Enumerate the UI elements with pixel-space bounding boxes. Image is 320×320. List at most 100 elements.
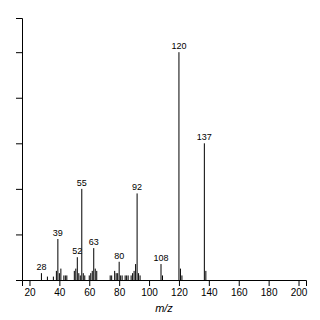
peak bbox=[180, 269, 181, 280]
x-tick: 120 bbox=[171, 280, 188, 298]
x-tick: 160 bbox=[231, 280, 248, 298]
peak-label: 108 bbox=[153, 253, 168, 263]
peak bbox=[96, 271, 97, 280]
x-tick-label: 200 bbox=[291, 287, 308, 298]
y-axis bbox=[16, 19, 23, 281]
peak bbox=[41, 273, 42, 280]
peak bbox=[78, 273, 79, 280]
x-tick-mark bbox=[209, 280, 210, 286]
peak bbox=[128, 275, 129, 280]
x-tick-label: 60 bbox=[84, 287, 96, 298]
peak bbox=[111, 275, 112, 280]
peak-label: 39 bbox=[53, 228, 63, 238]
peak bbox=[161, 264, 162, 280]
peak bbox=[66, 275, 67, 280]
peak bbox=[117, 273, 118, 280]
peak bbox=[65, 275, 66, 280]
chart-container: 2040608010012014016018020028395255638092… bbox=[0, 0, 320, 320]
peak bbox=[56, 271, 57, 280]
peak bbox=[75, 269, 76, 280]
x-tick-mark bbox=[89, 280, 90, 286]
x-tick: 60 bbox=[84, 280, 96, 298]
x-tick: 40 bbox=[54, 280, 66, 298]
x-tick-mark bbox=[149, 280, 150, 286]
peak bbox=[81, 189, 82, 280]
peak bbox=[95, 269, 96, 280]
x-tick-mark bbox=[179, 280, 180, 286]
peak-label: 80 bbox=[114, 251, 124, 261]
peak bbox=[132, 273, 133, 280]
x-tick-label: 140 bbox=[201, 287, 218, 298]
x-tick-mark bbox=[269, 280, 270, 286]
peak bbox=[92, 271, 93, 280]
peak bbox=[162, 275, 163, 280]
peak-label: 55 bbox=[77, 178, 87, 188]
peak bbox=[181, 275, 182, 280]
peak bbox=[126, 275, 127, 280]
peak-label: 137 bbox=[197, 132, 212, 142]
peak-label: 120 bbox=[171, 41, 186, 51]
peak bbox=[60, 269, 61, 280]
x-tick: 180 bbox=[261, 280, 278, 298]
x-tick-mark bbox=[299, 280, 300, 286]
peak bbox=[59, 273, 60, 280]
peak bbox=[114, 271, 115, 280]
y-tick bbox=[16, 52, 22, 53]
peak bbox=[205, 271, 206, 280]
peak bbox=[74, 271, 75, 280]
peak bbox=[120, 275, 121, 280]
peak bbox=[84, 275, 85, 280]
x-tick-label: 40 bbox=[54, 287, 66, 298]
y-tick bbox=[16, 143, 22, 144]
x-tick: 100 bbox=[141, 280, 158, 298]
peak bbox=[110, 275, 111, 280]
x-tick-label: 80 bbox=[114, 287, 126, 298]
y-tick-mark bbox=[16, 143, 22, 144]
x-tick-label: 120 bbox=[171, 287, 188, 298]
y-tick bbox=[16, 280, 22, 281]
peak bbox=[89, 275, 90, 280]
y-tick bbox=[16, 234, 22, 235]
peak bbox=[63, 275, 64, 280]
peak bbox=[178, 52, 179, 280]
y-tick-mark bbox=[16, 280, 22, 281]
peak bbox=[138, 273, 139, 280]
x-tick-mark bbox=[119, 280, 120, 286]
y-tick bbox=[16, 189, 22, 190]
x-tick: 200 bbox=[291, 280, 308, 298]
y-tick-mark bbox=[16, 52, 22, 53]
peak bbox=[83, 273, 84, 280]
peak bbox=[53, 277, 54, 280]
peak bbox=[131, 275, 132, 280]
peaks bbox=[41, 52, 205, 280]
peak bbox=[125, 275, 126, 280]
peak bbox=[140, 275, 141, 280]
x-axis-line bbox=[23, 281, 307, 287]
peak bbox=[119, 262, 120, 280]
peak-label: 28 bbox=[36, 262, 46, 272]
x-tick-label: 100 bbox=[141, 287, 158, 298]
plot: 2040608010012014016018020028395255638092… bbox=[16, 19, 308, 299]
peak-label: 92 bbox=[132, 182, 142, 192]
y-tick-mark bbox=[16, 98, 22, 99]
x-tick-mark bbox=[59, 280, 60, 286]
peak bbox=[116, 273, 117, 280]
peak bbox=[122, 275, 123, 280]
x-tick-mark bbox=[239, 280, 240, 286]
peak bbox=[57, 239, 58, 280]
x-tick-label: 160 bbox=[231, 287, 248, 298]
y-tick-mark bbox=[16, 234, 22, 235]
peak bbox=[204, 143, 205, 280]
y-tick bbox=[16, 98, 22, 99]
x-axis-title: m/z bbox=[155, 302, 173, 314]
x-tick-mark bbox=[29, 280, 30, 286]
x-tick: 140 bbox=[201, 280, 218, 298]
peak bbox=[47, 277, 48, 280]
peak-label: 63 bbox=[89, 237, 99, 247]
y-tick-mark bbox=[16, 189, 22, 190]
peak bbox=[137, 193, 138, 280]
peak bbox=[77, 257, 78, 280]
peak bbox=[93, 248, 94, 280]
y-axis-line bbox=[16, 19, 23, 281]
peak bbox=[80, 275, 81, 280]
